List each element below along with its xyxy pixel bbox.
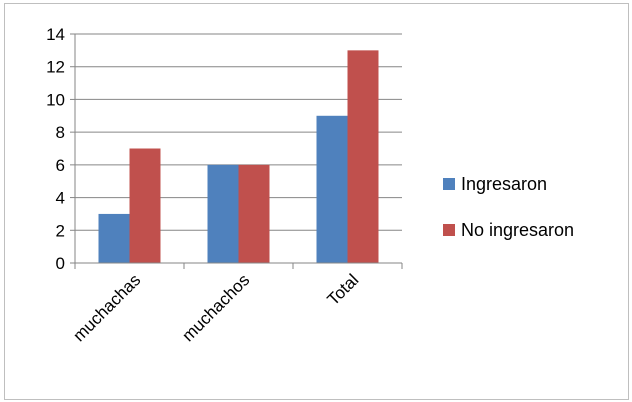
y-tick-label: 6 bbox=[56, 156, 65, 175]
legend-label: Ingresaron bbox=[461, 174, 547, 194]
x-tick-label: Total bbox=[323, 270, 362, 309]
bar bbox=[129, 148, 161, 263]
x-tick-label: muchachas bbox=[69, 270, 144, 345]
axes bbox=[70, 33, 403, 269]
y-tick-label: 12 bbox=[46, 58, 65, 77]
bars bbox=[98, 50, 379, 264]
x-tick-labels: muchachas muchachos Total bbox=[69, 270, 362, 345]
y-tick-label: 10 bbox=[46, 90, 65, 109]
legend-swatch bbox=[443, 178, 455, 190]
legend-swatch bbox=[443, 224, 455, 236]
y-tick-labels: 0 2 4 6 8 10 12 14 bbox=[46, 25, 65, 273]
y-tick-label: 4 bbox=[56, 189, 65, 208]
x-tick-label: muchachos bbox=[178, 270, 253, 345]
y-tick-label: 0 bbox=[56, 254, 65, 273]
bar bbox=[316, 115, 348, 264]
bar bbox=[98, 213, 130, 263]
legend-label: No ingresaron bbox=[461, 220, 574, 240]
legend: Ingresaron No ingresaron bbox=[443, 174, 574, 240]
bar bbox=[207, 164, 239, 263]
y-tick-label: 14 bbox=[46, 25, 65, 44]
y-tick-label: 8 bbox=[56, 123, 65, 142]
bar bbox=[238, 164, 270, 263]
y-tick-label: 2 bbox=[56, 221, 65, 240]
bar bbox=[347, 50, 379, 263]
